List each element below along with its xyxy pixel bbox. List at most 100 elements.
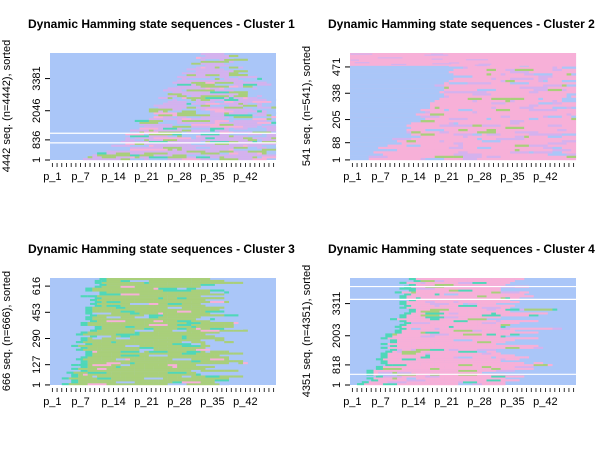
state-segment: [430, 293, 435, 296]
state-segment: [186, 362, 206, 365]
state-segment: [243, 144, 248, 147]
x-tick-label: p_14: [101, 396, 125, 408]
state-segment: [472, 68, 487, 72]
state-segment: [453, 113, 468, 116]
state-segment: [163, 318, 182, 321]
state-segment: [467, 352, 473, 355]
state-segment: [420, 115, 440, 118]
state-segment: [87, 373, 102, 376]
state-segment: [191, 129, 211, 132]
state-segment: [134, 285, 149, 288]
state-segment: [97, 331, 117, 334]
state-segment: [153, 346, 159, 349]
state-segment: [411, 369, 421, 372]
x-tick-label: p_7: [71, 171, 89, 183]
state-segment: [200, 66, 206, 69]
state-segment: [205, 142, 215, 145]
state-segment: [125, 342, 145, 346]
state-segment: [350, 99, 435, 103]
state-segment: [200, 131, 215, 134]
panel-cluster-2: Dynamic Hamming state sequences - Cluste…: [301, 17, 595, 183]
state-segment: [224, 114, 239, 117]
state-segment: [458, 151, 468, 154]
state-segment: [158, 131, 168, 134]
state-segment: [97, 348, 102, 351]
state-segment: [195, 114, 211, 117]
sequence-plot: [350, 53, 577, 161]
state-segment: [233, 148, 244, 151]
state-segment: [448, 62, 460, 64]
state-segment: [533, 146, 544, 150]
state-segment: [252, 140, 258, 144]
state-segment: [547, 137, 567, 141]
state-segment: [130, 352, 145, 355]
state-segment: [106, 144, 112, 147]
state-segment: [430, 318, 440, 321]
state-segment: [514, 365, 534, 369]
panel-cluster-4: Dynamic Hamming state sequences - Cluste…: [301, 242, 595, 408]
state-segment: [401, 348, 412, 351]
state-segment: [153, 287, 159, 290]
state-segment: [177, 98, 192, 101]
state-segment: [130, 302, 149, 305]
state-segment: [101, 358, 107, 361]
state-segment: [510, 113, 530, 116]
state-segment: [153, 365, 168, 369]
state-segment: [495, 88, 515, 92]
state-segment: [566, 93, 577, 96]
state-segment: [510, 344, 520, 347]
state-segment: [401, 337, 407, 340]
state-segment: [524, 356, 530, 359]
state-segment: [448, 321, 464, 325]
state-segment: [434, 335, 454, 338]
state-segment: [94, 285, 102, 288]
state-segment: [481, 142, 492, 145]
state-segment: [205, 383, 220, 386]
state-segment: [439, 329, 454, 332]
state-segment: [458, 363, 473, 367]
state-segment: [106, 152, 117, 155]
state-segment: [125, 348, 135, 351]
state-segment: [252, 87, 258, 90]
state-segment: [214, 379, 230, 382]
state-segment: [467, 97, 482, 101]
state-segment: [266, 98, 277, 101]
state-segment: [238, 110, 258, 113]
state-segment: [491, 352, 497, 355]
state-segment: [448, 287, 459, 290]
state-segment: [552, 308, 558, 311]
state-segment: [406, 363, 421, 367]
state-segment: [172, 329, 187, 332]
state-segment: [144, 281, 149, 284]
state-segment: [361, 381, 369, 384]
state-segment: [350, 126, 412, 129]
state-segment: [167, 312, 173, 315]
state-segment: [148, 133, 164, 136]
state-segment: [472, 371, 482, 374]
state-segment: [200, 121, 215, 124]
state-segment: [85, 352, 93, 355]
state-segment: [538, 327, 553, 330]
state-segment: [505, 291, 520, 294]
state-segment: [167, 131, 182, 134]
state-segment: [453, 119, 464, 123]
state-segment: [561, 117, 567, 121]
state-segment: [467, 66, 473, 69]
state-segment: [491, 122, 511, 125]
state-segment: [181, 119, 197, 122]
state-segment: [561, 97, 577, 101]
state-segment: [500, 367, 511, 370]
state-segment: [390, 344, 398, 347]
state-segment: [200, 381, 215, 384]
state-segment: [420, 331, 426, 334]
state-segment: [101, 356, 107, 359]
state-segment: [87, 369, 107, 372]
state-segment: [134, 299, 154, 302]
state-segment: [271, 116, 277, 119]
state-segment: [158, 316, 164, 319]
state-segment: [566, 95, 572, 98]
state-segment: [444, 88, 464, 92]
state-segment: [495, 131, 506, 134]
state-segment: [434, 327, 440, 330]
state-segment: [139, 291, 149, 294]
